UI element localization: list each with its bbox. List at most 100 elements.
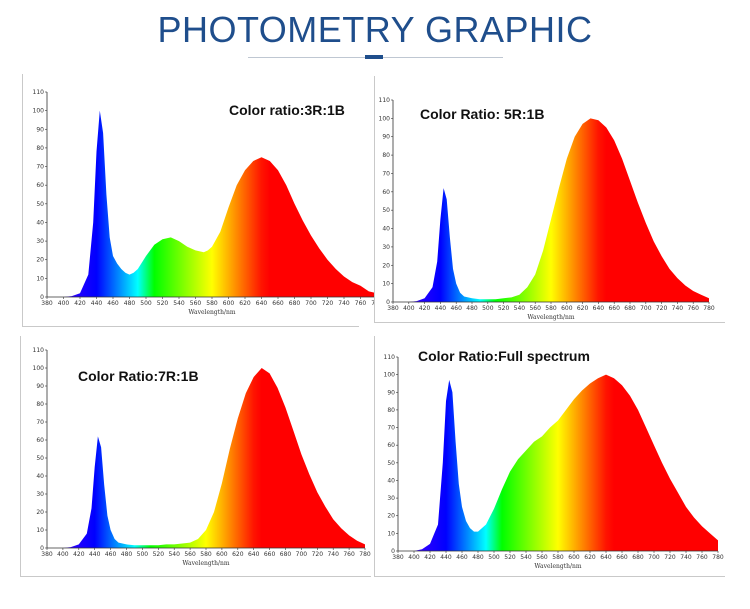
y-tick-label: 30	[382, 244, 390, 251]
spectrum-area-color-ratio-5r-1b	[393, 118, 709, 303]
y-tick-label: 40	[387, 477, 395, 484]
x-tick-label: 560	[184, 551, 196, 558]
x-tick-label: 520	[153, 551, 165, 558]
chart-title-7r1b: Color Ratio:7R:1B	[78, 368, 199, 384]
y-tick-label: 100	[33, 108, 45, 115]
y-tick-label: 90	[382, 134, 390, 141]
y-tick-label: 30	[36, 491, 44, 498]
x-tick-label: 700	[305, 300, 317, 307]
y-tick-label: 80	[382, 152, 390, 159]
x-tick-label: 780	[359, 551, 371, 558]
y-tick-label: 110	[33, 89, 45, 96]
spectrum-area-color-ratio-full-spectrum	[398, 374, 718, 551]
x-tick-label: 400	[58, 300, 70, 307]
x-tick-label: 740	[680, 554, 692, 561]
x-tick-label: 680	[280, 551, 292, 558]
x-tick-label: 720	[664, 554, 676, 561]
chart-panel-full-spectrum: 0 10 20 30 40 50 60 70 80 90 100 110 380 400 420 440 460…	[374, 336, 725, 577]
x-tick-label: 700	[648, 554, 660, 561]
x-tick-label: 540	[168, 551, 180, 558]
x-tick-label: 660	[608, 305, 620, 312]
x-tick-label: 580	[200, 551, 212, 558]
y-tick-label: 60	[387, 442, 395, 449]
spectrum-chart-full-spectrum: 0 10 20 30 40 50 60 70 80 90 100 110 380 400 420 440 460…	[384, 354, 724, 570]
y-tick-label: 0	[40, 545, 44, 552]
chart-title-full-spectrum: Color Ratio:Full spectrum	[418, 348, 590, 364]
y-tick-label: 110	[384, 354, 396, 361]
y-tick-label: 100	[33, 365, 45, 372]
x-tick-label: 620	[239, 300, 251, 307]
x-tick-label: 540	[520, 554, 532, 561]
x-tick-label: 400	[408, 554, 420, 561]
x-tick-label: 560	[536, 554, 548, 561]
x-tick-label: 460	[450, 305, 462, 312]
y-tick-label: 20	[382, 262, 390, 269]
x-tick-label: 560	[529, 305, 541, 312]
chart-title-5r1b: Color Ratio: 5R:1B	[420, 106, 545, 122]
y-tick-label: 0	[386, 299, 390, 306]
x-tick-label: 500	[140, 300, 152, 307]
y-tick-label: 70	[36, 164, 44, 171]
x-tick-label: 480	[124, 300, 136, 307]
x-tick-label: 420	[73, 551, 85, 558]
y-tick-label: 10	[36, 275, 44, 282]
x-tick-label: 380	[41, 300, 53, 307]
y-tick-label: 20	[36, 509, 44, 516]
x-tick-label: 500	[482, 305, 494, 312]
x-tick-label: 560	[190, 300, 202, 307]
x-tick-label: 740	[672, 305, 684, 312]
y-tick-label: 80	[36, 145, 44, 152]
x-tick-label: 600	[561, 305, 573, 312]
y-tick-label: 90	[36, 126, 44, 133]
x-tick-label: 680	[624, 305, 636, 312]
x-tick-label: 460	[456, 554, 468, 561]
x-tick-label: 660	[272, 300, 284, 307]
x-tick-label: 460	[105, 551, 117, 558]
y-tick-label: 30	[36, 238, 44, 245]
x-axis-label: Wavelength/nm	[182, 560, 229, 567]
x-tick-label: 480	[466, 305, 478, 312]
y-tick-label: 90	[387, 389, 395, 396]
x-tick-label: 440	[440, 554, 452, 561]
chart-panel-3r1b: 0 10 20 30 40 50 60 70 80 90 100 110 380 400 420 440 460…	[22, 74, 383, 327]
x-tick-label: 580	[552, 554, 564, 561]
y-tick-label: 40	[36, 473, 44, 480]
x-tick-label: 700	[296, 551, 308, 558]
x-tick-label: 380	[392, 554, 404, 561]
spectrum-chart-3r1b: 0 10 20 30 40 50 60 70 80 90 100 110 380 400 420 440 460…	[33, 89, 383, 316]
chart-title-3r1b: Color ratio:3R:1B	[229, 102, 345, 118]
y-tick-label: 100	[379, 115, 391, 122]
x-tick-label: 460	[107, 300, 119, 307]
x-tick-label: 400	[57, 551, 69, 558]
x-tick-label: 720	[656, 305, 668, 312]
y-tick-label: 70	[382, 170, 390, 177]
x-tick-label: 420	[419, 305, 431, 312]
x-tick-label: 720	[322, 300, 334, 307]
x-tick-label: 760	[696, 554, 708, 561]
y-tick-label: 60	[36, 437, 44, 444]
x-axis-label: Wavelength/nm	[527, 314, 574, 321]
y-tick-label: 10	[36, 527, 44, 534]
y-tick-label: 80	[387, 407, 395, 414]
x-axis-label: Wavelength/nm	[188, 309, 235, 316]
y-tick-label: 20	[36, 257, 44, 264]
y-tick-label: 60	[36, 182, 44, 189]
x-tick-label: 740	[327, 551, 339, 558]
chart-panel-7r1b: 0 10 20 30 40 50 60 70 80 90 100 110 380 400 420 440 460…	[20, 336, 371, 577]
spectrum-chart-7r1b: 0 10 20 30 40 50 60 70 80 90 100 110 380 400 420 440 460…	[33, 347, 371, 567]
x-tick-label: 620	[584, 554, 596, 561]
spectrum-area-color-ratio-7r-1b	[47, 368, 365, 548]
x-tick-label: 500	[137, 551, 149, 558]
y-tick-label: 110	[33, 347, 45, 354]
x-tick-label: 660	[264, 551, 276, 558]
x-tick-label: 600	[216, 551, 228, 558]
x-tick-label: 580	[545, 305, 557, 312]
y-tick-label: 40	[36, 219, 44, 226]
x-tick-label: 640	[248, 551, 260, 558]
x-tick-label: 500	[488, 554, 500, 561]
y-tick-label: 40	[382, 226, 390, 233]
page-title: PHOTOMETRY GRAPHIC	[157, 9, 593, 50]
x-tick-label: 760	[355, 300, 367, 307]
x-tick-label: 520	[157, 300, 169, 307]
x-tick-label: 680	[632, 554, 644, 561]
